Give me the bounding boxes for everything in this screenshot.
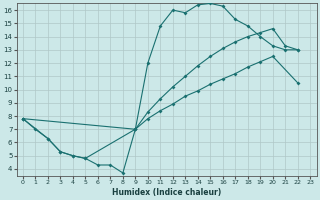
X-axis label: Humidex (Indice chaleur): Humidex (Indice chaleur) — [112, 188, 221, 197]
